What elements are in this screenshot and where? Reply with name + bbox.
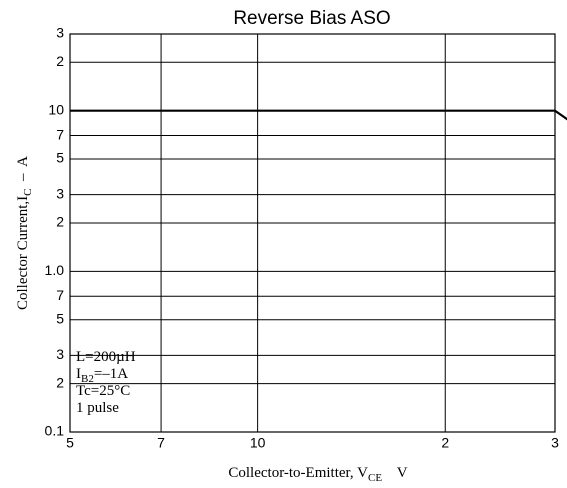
x-tick-label: 7: [157, 435, 165, 451]
line: [70, 109, 567, 121]
y-tick-label: 0.1: [45, 423, 65, 439]
x-tick-label: 3: [551, 435, 559, 451]
y-axis-label: Collector Current,IC – A: [15, 156, 33, 310]
annotation: IB2=–1A: [76, 366, 128, 384]
x-tick-label: 2: [441, 435, 449, 451]
y-axis-label-text: Collector Current,I: [15, 196, 31, 310]
chart-title: Reverse Bias ASO: [233, 8, 390, 29]
x-axis-label: Collector-to-Emitter, VCE V: [228, 465, 407, 483]
y-tick-label: 2: [56, 374, 64, 390]
x-axis-label-sub: CE: [368, 472, 382, 484]
y-tick-label: 7: [56, 287, 64, 303]
y-axis-label-rest: – A: [15, 156, 31, 189]
x-tick-label: 5: [66, 435, 74, 451]
y-tick-label: 1.0: [45, 262, 65, 278]
annotation-text: L=200µH: [76, 349, 136, 365]
y-axis-label-sub: C: [22, 189, 34, 196]
y-tick-label: 3: [56, 25, 64, 41]
annotation-text: 1 pulse: [76, 400, 119, 416]
x-axis-label-text: Collector-to-Emitter, V: [228, 465, 368, 481]
y-tick-label: 2: [56, 214, 64, 230]
x-axis-label-rest: V: [382, 465, 408, 481]
y-tick-label: 5: [56, 310, 64, 326]
y-tick-label: 2: [56, 53, 64, 69]
annotation-text: I: [76, 366, 81, 382]
annotation-sub: B2: [81, 373, 94, 385]
y-tick-label: 5: [56, 150, 64, 166]
annotation-rest: =–1A: [94, 366, 128, 382]
y-tick-label: 10: [48, 101, 64, 117]
annotation: 1 pulse: [76, 400, 119, 416]
y-tick-label: 3: [56, 346, 64, 362]
annotation: Tc=25°C: [76, 383, 130, 399]
annotation: L=200µH: [76, 349, 136, 365]
x-tick-label: 10: [250, 435, 266, 451]
y-tick-label: 3: [56, 185, 64, 201]
plot-frame: [69, 33, 556, 433]
annotation-text: Tc=25°C: [76, 383, 130, 399]
y-tick-label: 7: [56, 126, 64, 142]
